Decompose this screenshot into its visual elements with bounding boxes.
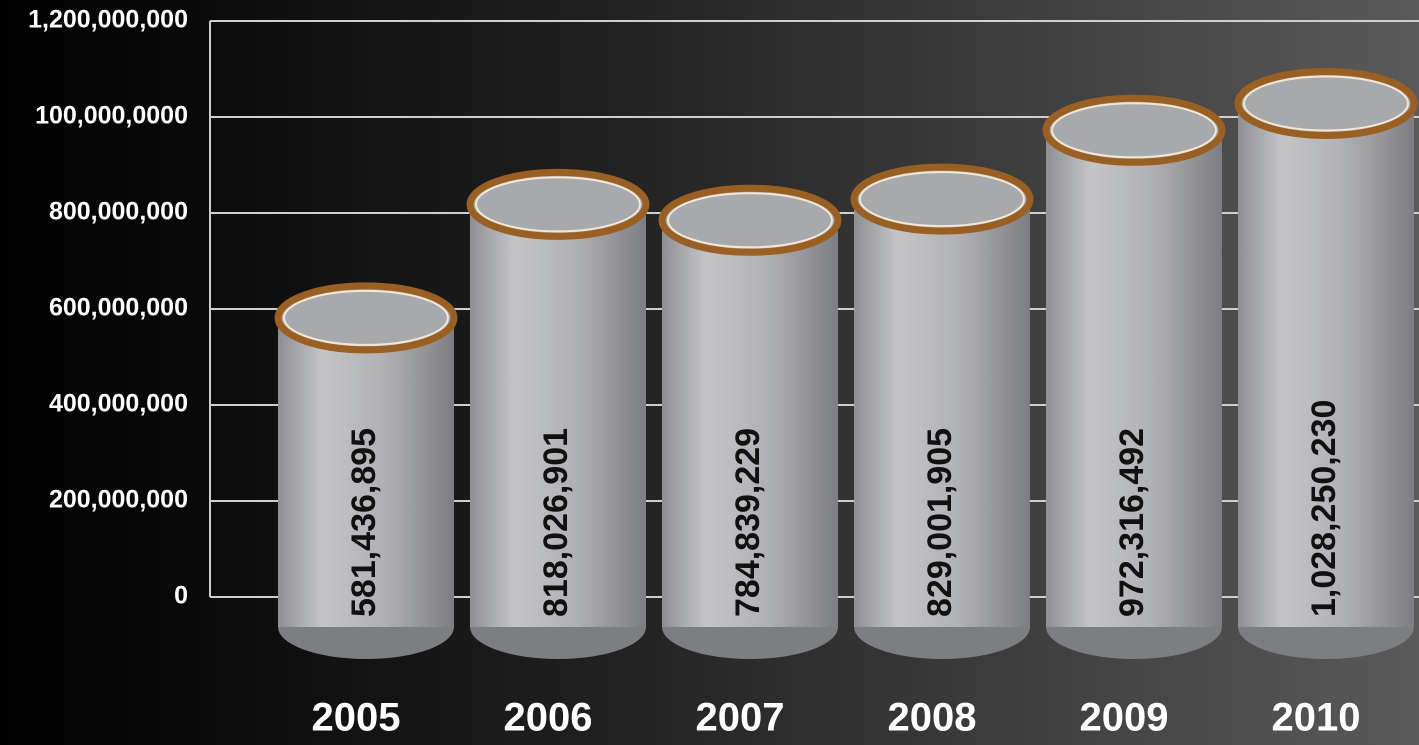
x-tick-label: 2010 [1272,696,1361,740]
bar [854,199,1030,627]
value-label: 972,316,492 [1113,428,1151,617]
y-tick-label: 1,200,000,000 [28,6,188,34]
x-tick-label: 2007 [696,696,785,740]
bar-top [850,163,1034,235]
y-tick-label: 600,000,000 [49,294,188,322]
y-tick-label: 100,000,0000 [35,102,188,130]
bar-top-rim [1051,102,1217,159]
bar-top [1042,94,1226,166]
value-label: 818,026,901 [537,428,575,617]
value-label: 1,028,250,230 [1305,400,1343,617]
bar-top-rim [859,171,1025,228]
bar-top-rim [283,289,449,346]
y-tick-label: 400,000,000 [49,390,188,418]
value-label: 829,001,905 [921,428,959,617]
bar [1238,103,1414,628]
bar [1046,130,1222,627]
bar [662,220,838,628]
bar-top [658,184,842,256]
bar-top [274,282,458,354]
bar [470,204,646,627]
x-tick-label: 2008 [888,696,977,740]
bar [278,317,454,627]
y-tick-label: 800,000,000 [49,198,188,226]
y-tick-label: 200,000,000 [49,486,188,514]
bar-top-rim [667,192,833,249]
bar-top [466,168,650,240]
bar-top [1234,67,1418,139]
x-tick-label: 2006 [504,696,593,740]
x-tick-label: 2009 [1080,696,1169,740]
bar-top-rim [475,176,641,233]
value-label: 581,436,895 [345,428,383,617]
bar-top-rim [1243,75,1409,132]
x-tick-label: 2005 [312,696,401,740]
y-tick-label: 0 [174,582,188,610]
value-label: 784,839,229 [729,428,767,617]
